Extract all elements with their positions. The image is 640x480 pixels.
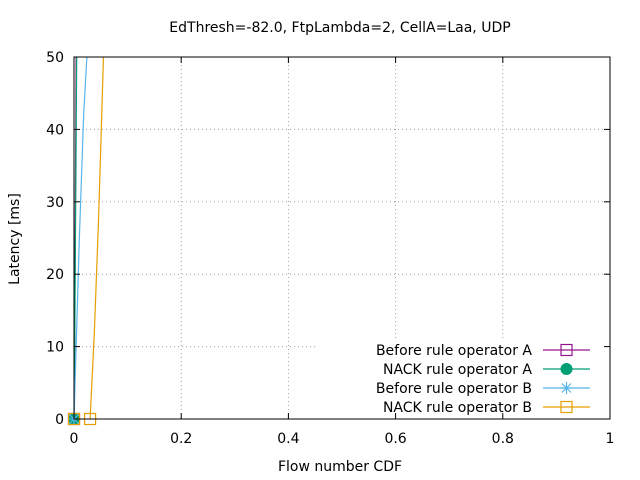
chart-title: EdThresh=-82.0, FtpLambda=2, CellA=Laa, … bbox=[169, 20, 510, 36]
series-layer bbox=[67, 57, 105, 426]
series-line-3 bbox=[74, 57, 88, 419]
legend-marker bbox=[560, 363, 573, 375]
star-stroke bbox=[561, 383, 572, 393]
x-tick-label: 0 bbox=[70, 431, 79, 447]
legend: Before rule operator A NACK rule operator… bbox=[376, 343, 590, 416]
x-axis-label: Flow number CDF bbox=[278, 459, 402, 475]
legend-label: NACK rule operator B bbox=[383, 400, 532, 416]
y-tick-label: 10 bbox=[46, 340, 64, 356]
grid-lines bbox=[74, 57, 610, 419]
plot-border bbox=[73, 56, 611, 420]
legend-background bbox=[318, 338, 606, 418]
x-tick-label: 0.8 bbox=[492, 431, 514, 447]
y-axis-label: Latency [ms] bbox=[7, 193, 23, 285]
y-tick-label: 50 bbox=[46, 50, 64, 66]
y-tick-label: 30 bbox=[46, 195, 64, 211]
legend-marker bbox=[560, 382, 573, 394]
series-line-4 bbox=[89, 57, 105, 419]
legend-label: NACK rule operator A bbox=[383, 362, 532, 378]
legend-entry-1: Before rule operator A bbox=[376, 343, 590, 359]
legend-marker bbox=[560, 400, 573, 414]
x-tick-label: 1 bbox=[606, 431, 615, 447]
legend-entry-3: Before rule operator B bbox=[376, 381, 590, 397]
legend-entry-4: NACK rule operator B bbox=[383, 400, 590, 416]
series-4 bbox=[89, 57, 105, 419]
legend-label: Before rule operator A bbox=[376, 343, 532, 359]
x-tick-label: 0.6 bbox=[384, 431, 406, 447]
plot-frame bbox=[73, 56, 611, 420]
legend-box bbox=[318, 338, 606, 418]
x-tick-label: 0.4 bbox=[277, 431, 299, 447]
x-tick-label: 0.2 bbox=[170, 431, 192, 447]
legend-marker bbox=[560, 343, 573, 357]
legend-entry-2: NACK rule operator A bbox=[383, 362, 590, 378]
legend-label: Before rule operator B bbox=[376, 381, 532, 397]
series-3 bbox=[74, 57, 88, 419]
y-tick-label: 20 bbox=[46, 267, 64, 283]
y-tick-label: 0 bbox=[55, 412, 64, 428]
y-tick-label: 40 bbox=[46, 122, 64, 138]
